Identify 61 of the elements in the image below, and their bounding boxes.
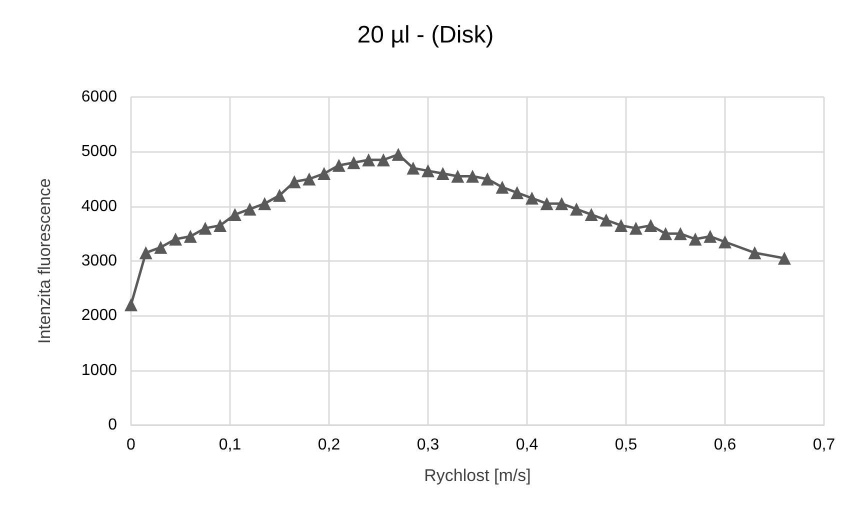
x-tick-label: 0,2 (318, 436, 340, 454)
point (466, 170, 480, 183)
x-tick-label: 0,3 (416, 436, 440, 454)
point (288, 175, 301, 188)
point (540, 197, 554, 210)
point (555, 197, 568, 210)
point (376, 153, 390, 166)
y-axis-title: Intenzita fluorescence (35, 178, 54, 344)
x-tick-label: 0,5 (614, 436, 638, 454)
point (718, 235, 732, 248)
point (525, 192, 538, 205)
point (778, 252, 791, 265)
point (124, 298, 138, 312)
point (748, 246, 762, 260)
y-tick-label: 5000 (81, 143, 118, 160)
point (362, 153, 376, 166)
y-tick-label: 1000 (81, 362, 118, 379)
point (659, 227, 672, 240)
point (169, 232, 182, 246)
point (570, 202, 583, 216)
point (422, 164, 434, 178)
point (198, 222, 212, 235)
point (644, 218, 658, 232)
point (302, 172, 316, 186)
point (600, 214, 613, 226)
x-tick-label: 0,7 (812, 436, 836, 454)
point (332, 158, 346, 172)
point (510, 186, 524, 200)
point (139, 246, 152, 260)
x-axis-title: Rychlost [m/s] (424, 466, 531, 485)
x-tick-label: 0,4 (516, 436, 538, 454)
point (451, 170, 464, 183)
point (584, 208, 598, 222)
x-tick-label: 0,6 (714, 436, 736, 454)
point (629, 222, 642, 235)
point (273, 188, 286, 202)
point (214, 218, 227, 232)
y-tick-label: 2000 (81, 307, 118, 324)
point (704, 230, 717, 243)
chart-title: 20 µl - (Disk) (357, 22, 494, 48)
y-tick-label: 6000 (81, 88, 118, 106)
point (318, 167, 331, 180)
y-tick-label: 3000 (81, 252, 118, 270)
point (496, 180, 509, 194)
y-tick-label: 0 (108, 416, 118, 434)
point (347, 156, 360, 170)
point (243, 202, 256, 216)
point (184, 230, 197, 243)
x-tick-label: 0 (126, 436, 136, 454)
point (674, 227, 687, 240)
point (614, 218, 628, 232)
point (228, 208, 242, 222)
point (480, 172, 494, 186)
point (154, 240, 168, 254)
x-tick-label: 0,1 (218, 436, 242, 454)
point (406, 162, 420, 175)
point (688, 232, 702, 246)
y-tick-label: 4000 (81, 198, 118, 215)
point (392, 148, 405, 161)
point (258, 197, 272, 210)
point (436, 167, 450, 180)
